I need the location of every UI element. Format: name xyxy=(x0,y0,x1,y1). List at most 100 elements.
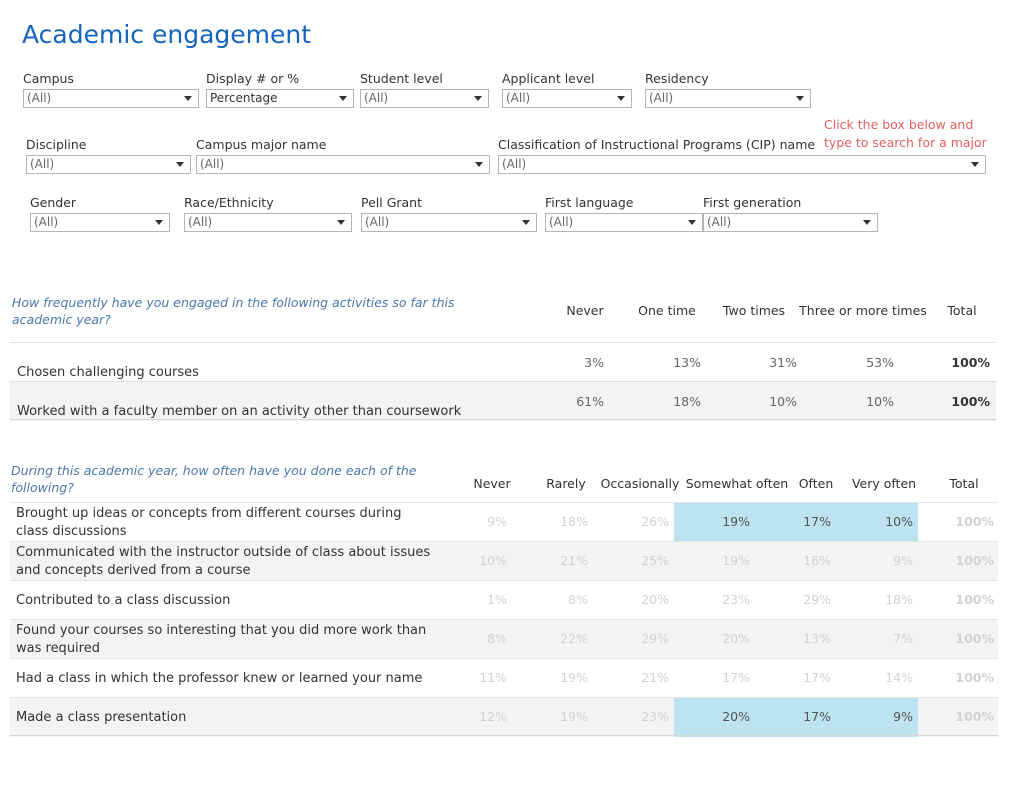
table1-col-total: Total xyxy=(947,303,977,318)
cell-value: 8% xyxy=(568,592,588,607)
filter-value: (All) xyxy=(188,215,213,229)
filter-dropdown[interactable]: (All) xyxy=(703,213,878,232)
filter-label: Campus major name xyxy=(196,137,327,152)
row-label: Brought up ideas or concepts from differ… xyxy=(16,506,402,539)
cell-value: 23% xyxy=(641,709,669,724)
dropdown-arrow-icon xyxy=(617,96,625,101)
table1-col-never: Never xyxy=(566,303,604,318)
table2-col-never: Never xyxy=(473,476,511,491)
filter-dropdown[interactable]: (All) xyxy=(23,89,199,108)
first-generation-filter[interactable]: First generation (All) xyxy=(703,194,878,232)
cell-value: 9% xyxy=(893,553,913,568)
row-label: Had a class in which the professor knew … xyxy=(16,671,423,686)
cell-value: 13% xyxy=(803,631,831,646)
filter-value: (All) xyxy=(34,215,59,229)
filter-value: (All) xyxy=(707,215,732,229)
dropdown-arrow-icon xyxy=(155,220,163,225)
cell-value: 19% xyxy=(560,709,588,724)
filter-label: Student level xyxy=(360,71,443,86)
cell-value: 18% xyxy=(885,592,913,607)
cell-value: 7% xyxy=(893,631,913,646)
dropdown-arrow-icon xyxy=(522,220,530,225)
cell-value: 22% xyxy=(560,631,588,646)
cell-total: 100% xyxy=(955,709,994,724)
applicant-level-filter[interactable]: Applicant level (All) xyxy=(502,70,632,108)
table2-col-total: Total xyxy=(949,476,979,491)
filter-value: (All) xyxy=(365,215,390,229)
dropdown-arrow-icon xyxy=(337,220,345,225)
cell-total: 100% xyxy=(955,553,994,568)
cell-value: 10% xyxy=(885,514,913,529)
filter-dropdown[interactable]: (All) xyxy=(361,213,537,232)
filter-value: (All) xyxy=(649,91,674,105)
filter-value: (All) xyxy=(506,91,531,105)
row-label: Communicated with the instructor outside… xyxy=(16,545,431,578)
cell-value: 16% xyxy=(803,553,831,568)
filter-dropdown[interactable]: (All) xyxy=(545,213,703,232)
table-row: Had a class in which the professor knew … xyxy=(10,658,998,698)
cell-total: 100% xyxy=(955,514,994,529)
dropdown-arrow-icon xyxy=(475,162,483,167)
row-label: Chosen challenging courses xyxy=(17,365,199,380)
search-hint: Click the box below and type to search f… xyxy=(824,117,987,150)
table-row: Worked with a faculty member on an activ… xyxy=(10,381,996,421)
table-row: Chosen challenging courses 3% 13% 31% 53… xyxy=(10,342,996,382)
row-label: Found your courses so interesting that y… xyxy=(16,623,427,656)
filter-dropdown[interactable]: (All) xyxy=(502,89,632,108)
cell-value: 20% xyxy=(722,631,750,646)
table-row: Contributed to a class discussion 1% 8% … xyxy=(10,580,998,620)
row-label: Worked with a faculty member on an activ… xyxy=(17,404,462,419)
campus-major-filter[interactable]: Campus major name (All) xyxy=(196,136,490,174)
dropdown-arrow-icon xyxy=(796,96,804,101)
residency-filter[interactable]: Residency (All) xyxy=(645,70,811,108)
dropdown-arrow-icon xyxy=(863,220,871,225)
pell-grant-filter[interactable]: Pell Grant (All) xyxy=(361,194,537,232)
cell-value: 21% xyxy=(641,670,669,685)
cip-name-filter[interactable]: Classification of Instructional Programs… xyxy=(498,136,986,174)
cell-value: 9% xyxy=(487,514,507,529)
cell-value: 8% xyxy=(487,631,507,646)
filter-dropdown[interactable]: (All) xyxy=(196,155,490,174)
filter-label: Campus xyxy=(23,71,74,86)
cell-value: 10% xyxy=(769,394,797,409)
student-level-filter[interactable]: Student level (All) xyxy=(360,70,489,108)
filter-dropdown[interactable]: (All) xyxy=(498,155,986,174)
cell-value: 61% xyxy=(576,394,604,409)
discipline-filter[interactable]: Discipline (All) xyxy=(26,136,191,174)
dropdown-arrow-icon xyxy=(184,96,192,101)
highlight-cell xyxy=(674,698,918,737)
filter-label: Gender xyxy=(30,195,77,210)
display-filter[interactable]: Display # or % Percentage xyxy=(206,70,354,108)
filter-value: (All) xyxy=(200,157,225,171)
cell-value: 14% xyxy=(885,670,913,685)
cell-value: 31% xyxy=(769,355,797,370)
table1-col-two-times: Two times xyxy=(722,303,786,318)
table2-col-somewhat-often: Somewhat often xyxy=(685,476,789,491)
filter-label: Display # or % xyxy=(206,71,300,86)
filter-dropdown[interactable]: (All) xyxy=(30,213,170,232)
cell-value: 1% xyxy=(487,592,507,607)
cell-value: 17% xyxy=(803,670,831,685)
cell-value: 19% xyxy=(560,670,588,685)
filter-dropdown[interactable]: (All) xyxy=(184,213,352,232)
table2-col-often: Often xyxy=(798,476,834,491)
filter-dropdown[interactable]: (All) xyxy=(360,89,489,108)
cell-value: 17% xyxy=(803,709,831,724)
filter-dropdown[interactable]: (All) xyxy=(645,89,811,108)
filter-label: Applicant level xyxy=(502,71,595,86)
table1-col-three-or-more: Three or more times xyxy=(799,303,927,318)
dropdown-arrow-icon xyxy=(339,96,347,101)
first-language-filter[interactable]: First language (All) xyxy=(545,194,703,232)
race-ethnicity-filter[interactable]: Race/Ethnicity (All) xyxy=(184,194,352,232)
table-row: Brought up ideas or concepts from differ… xyxy=(10,502,998,542)
cell-value: 13% xyxy=(673,355,701,370)
cell-value: 29% xyxy=(641,631,669,646)
dropdown-arrow-icon xyxy=(474,96,482,101)
table-row: Made a class presentation 12% 19% 23% 20… xyxy=(10,697,998,737)
gender-filter[interactable]: Gender (All) xyxy=(30,194,170,232)
filter-dropdown[interactable]: Percentage xyxy=(206,89,354,108)
filter-value: (All) xyxy=(364,91,389,105)
campus-filter[interactable]: Campus (All) xyxy=(23,70,199,108)
filter-dropdown[interactable]: (All) xyxy=(26,155,191,174)
cell-value: 29% xyxy=(803,592,831,607)
